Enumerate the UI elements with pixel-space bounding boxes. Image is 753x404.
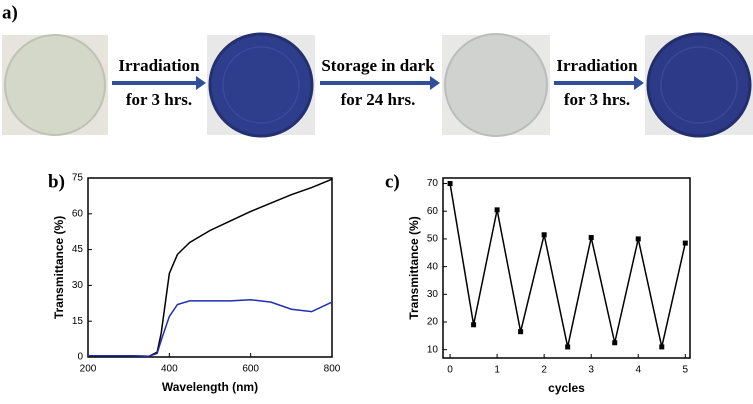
y-axis-label: Transmittance (%) (52, 216, 66, 319)
y-tick-label: 30 (427, 289, 439, 300)
marker (471, 322, 477, 328)
y-tick-label: 50 (427, 234, 439, 245)
marker (447, 181, 453, 187)
marker (518, 329, 524, 335)
dish (444, 33, 548, 137)
x-axis-label: cycles (548, 381, 585, 395)
marker (659, 344, 665, 350)
x-tick-label: 5 (683, 365, 689, 376)
x-tick-label: 4 (635, 365, 641, 376)
step-text: for 24 hrs. (341, 90, 416, 109)
y-tick-label: 60 (427, 206, 439, 217)
plot-frame (442, 177, 691, 359)
dish-ring (660, 46, 738, 124)
x-axis-label: Wavelength (nm) (162, 380, 258, 394)
y-tick-label: 60 (72, 208, 84, 219)
step-text: Irradiation (556, 56, 638, 75)
y-tick-label: 15 (72, 316, 84, 327)
y-tick-label: 70 (427, 178, 439, 189)
dish (4, 34, 106, 136)
step-text: for 3 hrs. (126, 90, 192, 109)
step-text: for 3 hrs. (564, 90, 630, 109)
y-tick-label: 45 (72, 244, 84, 255)
x-tick-label: 800 (324, 364, 341, 375)
step-text: Irradiation (118, 56, 200, 75)
y-tick-label: 75 (72, 173, 84, 184)
panel-label: c) (385, 171, 400, 192)
marker (541, 232, 547, 238)
marker (635, 236, 641, 242)
x-tick-label: 2 (541, 365, 547, 376)
y-tick-label: 20 (427, 317, 439, 328)
dish (646, 32, 752, 138)
y-tick-label: 0 (77, 352, 83, 363)
panel-label: b) (48, 171, 65, 192)
series-line (449, 183, 687, 348)
x-tick-label: 3 (588, 365, 594, 376)
x-tick-label: 600 (242, 364, 259, 375)
arrows (112, 76, 644, 90)
marker (494, 207, 500, 213)
dish-ring (222, 46, 300, 124)
plot-frame (87, 177, 333, 358)
marker (565, 344, 571, 350)
series-line (88, 178, 333, 358)
marker (588, 235, 594, 241)
marker (682, 240, 688, 246)
y-tick-label: 40 (427, 261, 439, 272)
y-tick-label: 10 (427, 344, 439, 355)
x-tick-label: 200 (80, 364, 97, 375)
arrow-head (196, 76, 206, 90)
x-tick-label: 0 (447, 365, 453, 376)
dish (208, 32, 314, 138)
x-tick-label: 400 (161, 364, 178, 375)
series-line (88, 298, 333, 358)
photos (2, 32, 753, 138)
y-axis-label: Transmittance (%) (407, 216, 421, 319)
panel-label: a) (2, 2, 18, 23)
arrow-head (634, 76, 644, 90)
marker (612, 340, 618, 346)
x-tick-label: 1 (494, 365, 500, 376)
step-text: Storage in dark (321, 56, 435, 75)
arrow-head (430, 76, 440, 90)
y-tick-label: 30 (72, 280, 84, 291)
